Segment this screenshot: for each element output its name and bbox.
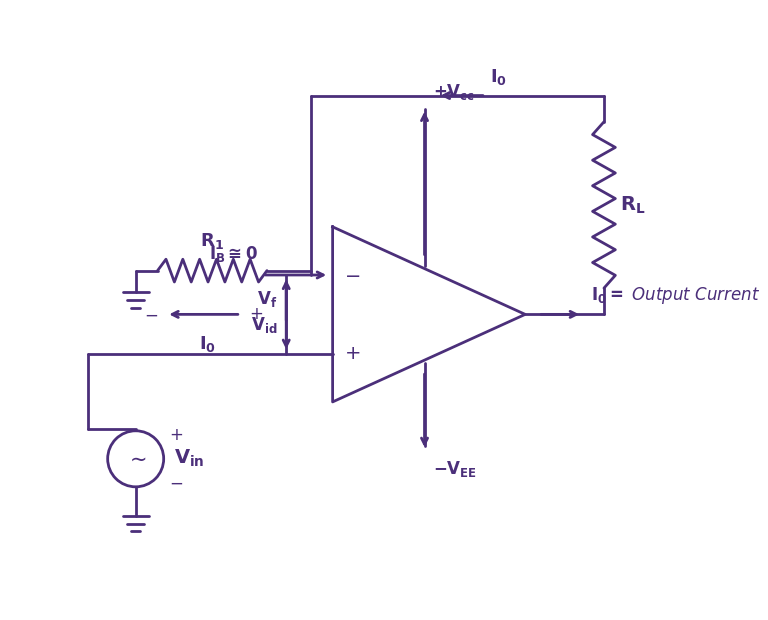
Text: $-$: $-$ [344, 265, 360, 285]
Text: $\mathbf{I_0}$: $\mathbf{I_0}$ [200, 334, 217, 353]
Text: $-$: $-$ [144, 306, 158, 324]
Text: $\mathbf{R_L}$: $\mathbf{R_L}$ [620, 194, 645, 216]
Text: $\mathbf{V_{in}}$: $\mathbf{V_{in}}$ [174, 448, 205, 469]
Text: $\mathbf{V_{id}}$: $\mathbf{V_{id}}$ [251, 315, 277, 335]
Text: $+$: $+$ [169, 426, 183, 444]
Text: $\mathbf{R_1}$: $\mathbf{R_1}$ [200, 231, 224, 251]
Text: $\sim$: $\sim$ [125, 449, 147, 469]
Text: $+$: $+$ [344, 344, 360, 363]
Text: $\mathbf{-V_{EE}}$: $\mathbf{-V_{EE}}$ [433, 459, 478, 479]
Text: $\mathbf{+V_{cc}}$: $\mathbf{+V_{cc}}$ [433, 82, 475, 102]
Text: $\mathbf{V_f}$: $\mathbf{V_f}$ [257, 289, 277, 309]
Text: $-$: $-$ [169, 474, 183, 492]
Text: $\mathbf{I_B \cong 0}$: $\mathbf{I_B \cong 0}$ [210, 244, 258, 265]
Text: $\mathbf{I_0}$: $\mathbf{I_0}$ [490, 67, 507, 87]
Text: $\mathbf{I_0 =}$ Output Current: $\mathbf{I_0 =}$ Output Current [591, 285, 760, 306]
Text: $+$: $+$ [249, 306, 263, 324]
